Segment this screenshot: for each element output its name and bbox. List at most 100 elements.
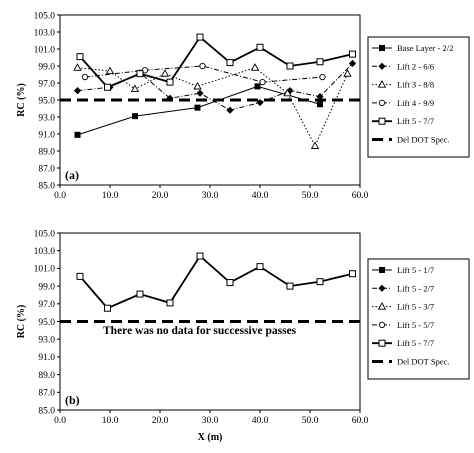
y-tick-label: 105.0 xyxy=(34,229,56,239)
data-point xyxy=(316,278,324,286)
legend-entry: Lift 5 - 7/7 xyxy=(372,116,434,126)
data-point xyxy=(256,263,264,271)
legend-entry: Lift 5 - 5/7 xyxy=(372,320,434,330)
series-2 xyxy=(73,63,352,149)
data-point xyxy=(343,69,352,77)
legend-label: Base Layer - 2/2 xyxy=(397,43,453,53)
x-tick-label: 50.0 xyxy=(302,416,319,426)
legend-label: Lift 5 - 3/7 xyxy=(397,302,434,312)
data-point xyxy=(310,141,320,149)
legend-entry: Del DOT Spec. xyxy=(372,135,450,145)
x-tick-label: 20.0 xyxy=(152,416,169,426)
y-tick-label: 93.0 xyxy=(38,113,55,123)
legend-label: Lift 3 - 8/8 xyxy=(397,80,434,90)
data-point xyxy=(166,299,174,307)
y-tick-label: 95.0 xyxy=(38,96,55,106)
data-point xyxy=(226,59,234,67)
y-tick-label: 93.0 xyxy=(38,336,55,346)
data-point xyxy=(348,59,357,68)
series-line xyxy=(79,254,353,310)
series-line xyxy=(77,63,353,111)
y-tick-label: 103.0 xyxy=(34,247,56,257)
y-tick-label: 85.0 xyxy=(38,181,55,191)
series-line xyxy=(84,65,323,83)
data-point xyxy=(226,106,234,114)
legend-label: Lift 2 - 6/6 xyxy=(397,61,434,71)
data-point xyxy=(73,87,82,95)
data-point xyxy=(76,272,84,280)
data-point xyxy=(256,43,264,51)
legend-entry: Lift 5 - 3/7 xyxy=(372,302,434,312)
data-point xyxy=(226,279,234,287)
legend-entry: Lift 2 - 6/6 xyxy=(372,61,434,71)
data-point xyxy=(283,88,292,97)
data-point xyxy=(316,93,324,101)
data-point xyxy=(166,78,174,86)
legend-label: Del DOT Spec. xyxy=(397,135,450,145)
data-point xyxy=(199,62,206,70)
series-line xyxy=(79,35,353,89)
no-data-note: There was no data for successive passes xyxy=(103,325,297,337)
x-tick-label: 20.0 xyxy=(152,191,169,201)
data-point xyxy=(250,63,260,71)
legend-marker xyxy=(378,62,386,70)
legend-label: Del DOT Spec. xyxy=(397,357,450,367)
y-tick-label: 99.0 xyxy=(38,62,55,72)
data-point xyxy=(349,50,356,58)
y-tick-label: 103.0 xyxy=(34,28,56,38)
legend-marker xyxy=(377,302,387,310)
data-point xyxy=(81,73,89,81)
legend: Base Layer - 2/2 Lift 2 - 6/6 Lift 3 - 8/8… xyxy=(367,36,470,158)
legend-marker xyxy=(379,267,385,273)
legend-entry: Lift 5 - 1/7 xyxy=(372,265,434,275)
x-tick-label: 60.0 xyxy=(352,191,369,201)
x-tick-label: 10.0 xyxy=(102,191,119,201)
data-point xyxy=(74,131,81,138)
y-tick-label: 91.0 xyxy=(38,353,55,363)
data-point xyxy=(259,79,266,86)
data-point xyxy=(196,89,204,97)
series-4 xyxy=(76,33,356,91)
legend-entry: Lift 5 - 7/7 xyxy=(372,338,434,348)
legend-entry: Lift 4 - 9/9 xyxy=(372,98,434,108)
data-point xyxy=(193,81,202,90)
legend-marker xyxy=(377,80,387,88)
y-tick-label: 87.0 xyxy=(38,389,55,399)
data-point xyxy=(136,290,144,298)
x-tick-label: 40.0 xyxy=(252,191,269,201)
y-tick-label: 97.0 xyxy=(38,300,55,310)
data-point xyxy=(196,33,204,41)
legend-label: Lift 5 - 7/7 xyxy=(397,116,434,126)
x-tick-label: 0.0 xyxy=(54,416,66,426)
data-point xyxy=(196,252,204,260)
data-point xyxy=(319,73,326,81)
x-tick-label: 50.0 xyxy=(302,191,319,201)
legend-marker xyxy=(378,284,386,292)
y-tick-label: 101.0 xyxy=(34,265,56,275)
data-point xyxy=(160,69,170,77)
y-tick-label: 97.0 xyxy=(38,79,55,89)
series-4 xyxy=(76,252,356,312)
y-tick-label: 99.0 xyxy=(38,282,55,292)
y-tick-label: 105.0 xyxy=(34,11,56,21)
legend-label: Lift 4 - 9/9 xyxy=(397,98,434,108)
legend-marker xyxy=(378,339,386,347)
legend-box xyxy=(367,36,470,158)
y-tick-label: 85.0 xyxy=(38,406,55,416)
x-tick-label: 60.0 xyxy=(352,416,369,426)
y-tick-label: 101.0 xyxy=(34,45,56,55)
legend-marker xyxy=(378,99,386,107)
legend-entry: Del DOT Spec. xyxy=(372,357,450,367)
panel-label: (b) xyxy=(65,393,80,407)
data-point xyxy=(104,304,111,312)
data-point xyxy=(105,66,115,75)
data-point xyxy=(317,101,323,108)
y-tick-label: 95.0 xyxy=(38,318,55,328)
data-point xyxy=(316,58,324,66)
y-tick-label: 87.0 xyxy=(38,164,55,174)
legend-marker xyxy=(379,45,385,51)
legend-entry: Lift 3 - 8/8 xyxy=(372,80,434,90)
legend-marker xyxy=(378,321,386,329)
legend-label: Lift 5 - 1/7 xyxy=(397,265,434,275)
